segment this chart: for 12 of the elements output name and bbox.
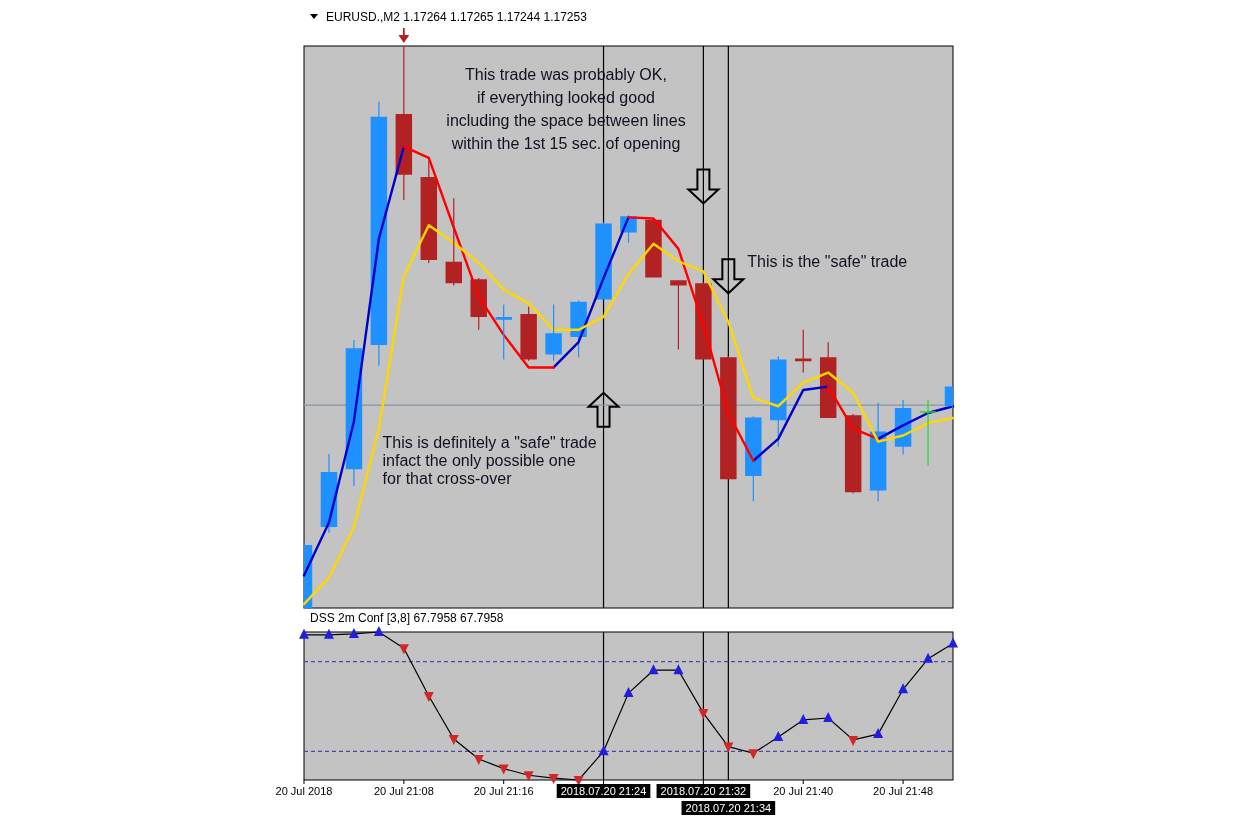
chart-title: DSS 2m Conf [3,8] 67.7958 67.7958 — [310, 611, 504, 625]
x-tick-label: 20 Jul 21:16 — [473, 785, 534, 797]
x-tick-label: 20 Jul 21:40 — [773, 785, 834, 797]
ref-line-label: 2018.07.20 21:34 — [685, 802, 772, 814]
annotation: This is definitely a "safe" trade infact the only possible one for that cross-over — [382, 433, 597, 487]
chart-title: EURUSD.,M2 1.17264 1.17265 1.17244 1.17253 — [326, 10, 588, 24]
ref-line-label: 2018.07.20 21:32 — [660, 785, 747, 797]
ref-line-label: 2018.07.20 21:24 — [560, 785, 647, 797]
x-tick-label: 20 Jul 21:48 — [873, 785, 934, 797]
annotation: This is the "safe" trade — [747, 253, 908, 271]
x-tick-label: 20 Jul 21:08 — [373, 785, 434, 797]
x-tick-label: 20 Jul 2018 — [275, 785, 333, 797]
